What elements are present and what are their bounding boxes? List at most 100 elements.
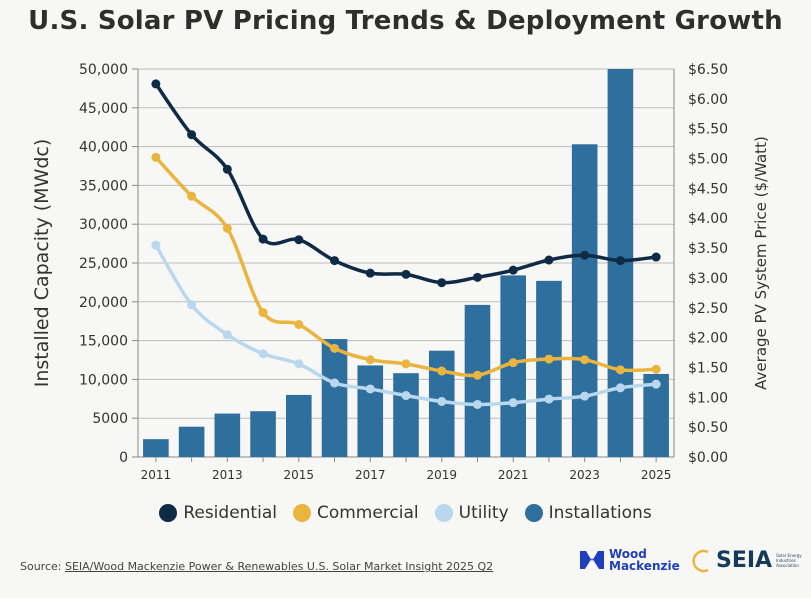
utility-point [151, 240, 161, 250]
utility-point [651, 379, 661, 389]
wood-mackenzie-line2: Mackenzie [609, 559, 680, 573]
installations-bar [286, 394, 312, 457]
left-tick-label: 20,000 [79, 295, 128, 311]
chart-canvas: 0 5000 10,000 15,000 20,000 25,000 30,000 35,00… [31, 62, 770, 482]
legend-label-installations: Installations [548, 503, 652, 523]
seia-subtitle: Solar Energy Industries Association [776, 553, 802, 568]
commercial-point [615, 365, 625, 375]
right-tick-label: $4.50 [688, 181, 728, 197]
left-tick-label: 35,000 [79, 178, 128, 194]
legend-label-utility: Utility [458, 503, 509, 523]
left-tick-label: 25,000 [79, 256, 128, 272]
legend-item-installations[interactable]: Installations [524, 503, 652, 523]
legend-dot-installations [524, 504, 543, 522]
right-tick-label: $4.00 [688, 211, 728, 227]
legend-dot-commercial [292, 504, 311, 522]
commercial-point [365, 355, 375, 365]
residential-point [187, 130, 197, 140]
right-tick-label: $2.00 [688, 331, 728, 347]
installations-bar [143, 439, 169, 457]
utility-point [437, 396, 447, 406]
left-tick-label: 30,000 [79, 217, 128, 233]
left-tick-label: 15,000 [79, 334, 128, 350]
left-tick-label: 50,000 [79, 62, 128, 78]
source-note: Source: SEIA/Wood Mackenzie Power & Rene… [20, 560, 493, 573]
left-tick-label: 0 [119, 450, 128, 466]
residential-point [258, 234, 268, 244]
x-tick-label: 2017 [355, 468, 386, 482]
right-tick-label: $5.00 [688, 152, 728, 168]
utility-point [401, 391, 411, 401]
utility-point [615, 383, 625, 393]
right-tick-label: $6.00 [688, 92, 728, 108]
legend-item-commercial[interactable]: Commercial [292, 503, 419, 523]
residential-point [222, 164, 232, 174]
right-tick-label: $2.50 [688, 301, 728, 317]
x-tick-label: 2011 [141, 468, 172, 482]
left-tick-label: 10,000 [79, 372, 128, 388]
residential-point [330, 256, 340, 266]
commercial-point [401, 359, 411, 369]
source-prefix: Source: [20, 560, 65, 573]
seia-logo: SEIA Solar Energy Industries Association [692, 548, 808, 573]
residential-point [437, 278, 447, 288]
seia-sun-icon [692, 549, 709, 572]
chart-legend: Residential Commercial Utility Installat… [0, 503, 811, 523]
utility-point [258, 349, 268, 359]
wood-mackenzie-line1: Wood [609, 547, 647, 561]
residential-point [401, 269, 411, 279]
x-tick-label: 2019 [426, 468, 457, 482]
residential-point [151, 79, 161, 89]
right-tick-label: $0.50 [688, 420, 728, 436]
right-tick-label: $3.00 [688, 271, 728, 287]
installations-bar [464, 304, 491, 457]
installations-bar [357, 365, 384, 457]
installations-bar [321, 339, 348, 457]
right-tick-label: $0.00 [688, 450, 728, 466]
residential-point [472, 272, 482, 282]
x-tick-label: 2013 [212, 468, 243, 482]
x-tick-label: 2025 [641, 468, 672, 482]
left-tick-label: 45,000 [79, 101, 128, 117]
residential-point [651, 252, 661, 262]
residential-point [508, 265, 518, 275]
wood-mackenzie-logo: Wood Mackenzie [580, 548, 680, 572]
wood-mackenzie-mark-icon [580, 551, 604, 569]
installations-bar [393, 373, 419, 457]
legend-label-residential: Residential [183, 503, 277, 523]
installations-bar [536, 280, 562, 457]
legend-label-commercial: Commercial [316, 503, 419, 523]
utility-point [222, 330, 232, 340]
commercial-point [222, 223, 232, 233]
commercial-point [294, 319, 304, 329]
right-tick-label: $6.50 [688, 62, 728, 78]
residential-point [294, 235, 304, 245]
source-link[interactable]: SEIA/Wood Mackenzie Power & Renewables U… [64, 560, 494, 573]
legend-dot-residential [159, 504, 178, 522]
residential-point [580, 250, 590, 260]
commercial-point [508, 358, 518, 368]
installations-bar [571, 144, 598, 457]
x-tick-label: 2015 [284, 468, 315, 482]
right-tick-label: $1.50 [688, 360, 728, 376]
utility-point [294, 359, 304, 369]
utility-point [365, 384, 375, 394]
residential-point [365, 268, 375, 278]
utility-point [508, 398, 518, 408]
utility-point [544, 394, 554, 404]
installations-bar [250, 411, 276, 457]
left-tick-label: 5000 [92, 411, 128, 427]
utility-point [330, 378, 340, 388]
commercial-point [580, 355, 590, 365]
installations-bar [214, 413, 241, 457]
commercial-point [258, 308, 268, 318]
commercial-point [187, 191, 197, 201]
legend-item-residential[interactable]: Residential [159, 503, 277, 523]
legend-item-utility[interactable]: Utility [434, 503, 509, 523]
right-tick-label: $5.50 [688, 122, 728, 138]
commercial-point [544, 354, 554, 364]
residential-point [544, 255, 554, 265]
commercial-point [472, 370, 482, 380]
x-tick-label: 2023 [569, 468, 600, 482]
left-tick-label: 40,000 [79, 140, 128, 156]
